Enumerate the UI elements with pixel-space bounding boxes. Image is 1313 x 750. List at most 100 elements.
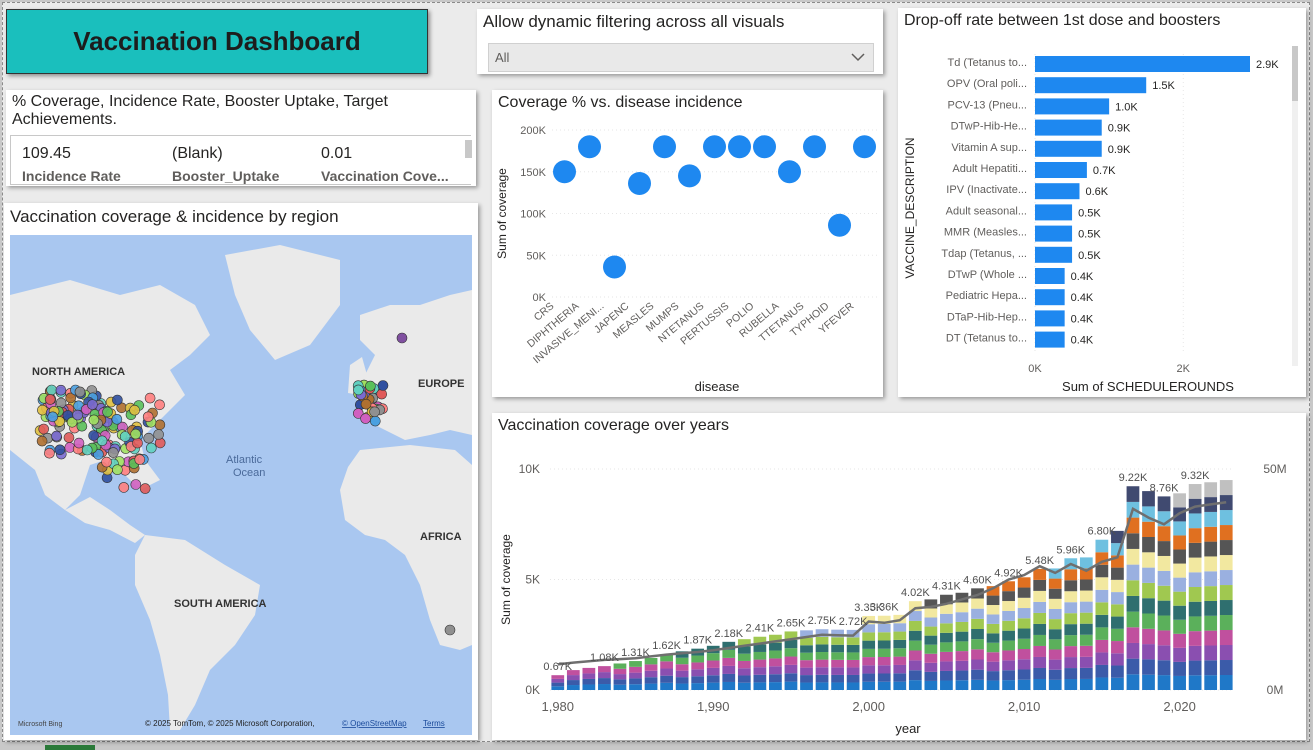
years-bar-segment[interactable] (1033, 645, 1047, 657)
years-bar-segment[interactable] (1095, 577, 1109, 590)
years-bar-segment[interactable] (1111, 567, 1124, 580)
years-bar-segment[interactable] (971, 639, 984, 650)
years-bar-segment[interactable] (691, 683, 705, 690)
osm-link[interactable]: © OpenStreetMap (342, 719, 407, 728)
years-bar-segment[interactable] (1219, 540, 1233, 556)
years-bar-segment[interactable] (784, 648, 798, 657)
map-point[interactable] (88, 414, 100, 426)
bars-bar[interactable] (1035, 162, 1087, 178)
years-bar-segment[interactable] (1219, 570, 1233, 586)
region-map[interactable]: NORTH AMERICA EUROPE Atlantic Ocean AFRIC… (10, 235, 472, 735)
years-bar-segment[interactable] (1017, 669, 1031, 680)
years-bar-segment[interactable] (784, 656, 798, 665)
years-bar-segment[interactable] (940, 604, 953, 614)
years-bar-segment[interactable] (846, 667, 860, 675)
bars-bar[interactable] (1035, 183, 1080, 200)
years-bar-segment[interactable] (613, 663, 627, 669)
years-bar-segment[interactable] (986, 661, 1000, 672)
years-bar-segment[interactable] (971, 618, 984, 630)
years-bar-segment[interactable] (1204, 600, 1218, 616)
years-bar-segment[interactable] (1157, 541, 1171, 556)
years-bar-segment[interactable] (1111, 604, 1124, 617)
years-bar-segment[interactable] (1111, 653, 1124, 666)
years-bar-segment[interactable] (1064, 646, 1078, 658)
years-bar-segment[interactable] (1111, 628, 1124, 642)
years-bar-segment[interactable] (1173, 647, 1186, 662)
map-point[interactable] (102, 406, 113, 418)
years-bar-segment[interactable] (1142, 491, 1155, 507)
years-bar-segment[interactable] (940, 642, 953, 652)
years-bar-segment[interactable] (800, 667, 813, 676)
years-bar-segment[interactable] (1188, 557, 1202, 573)
years-bar-segment[interactable] (1033, 678, 1047, 690)
map-point[interactable] (369, 415, 381, 427)
years-bar-segment[interactable] (722, 641, 736, 650)
years-bar-segment[interactable] (1095, 627, 1109, 640)
years-bar-segment[interactable] (1017, 638, 1031, 650)
years-bar-segment[interactable] (1173, 633, 1186, 648)
map-point[interactable] (101, 456, 112, 468)
scatter-point[interactable] (628, 171, 651, 195)
scatter-point[interactable] (603, 255, 626, 279)
years-bar-segment[interactable] (1048, 669, 1062, 680)
years-bar-segment[interactable] (1033, 590, 1047, 602)
years-bar-segment[interactable] (877, 615, 891, 624)
years-bar-segment[interactable] (613, 679, 627, 685)
years-bar-segment[interactable] (1095, 589, 1109, 603)
years-bar-segment[interactable] (846, 644, 860, 653)
years-bar-segment[interactable] (1064, 580, 1078, 592)
years-bar-segment[interactable] (955, 670, 969, 681)
years-bar-segment[interactable] (737, 653, 751, 661)
years-bar-segment[interactable] (924, 635, 938, 645)
years-bar-segment[interactable] (1204, 541, 1218, 557)
years-bar-segment[interactable] (644, 664, 658, 671)
years-bar-segment[interactable] (1002, 591, 1015, 602)
years-bar-segment[interactable] (1142, 582, 1155, 599)
years-bar-segment[interactable] (1079, 623, 1093, 635)
years-bar-segment[interactable] (846, 629, 860, 638)
years-bar-segment[interactable] (1048, 659, 1062, 670)
years-bar-segment[interactable] (769, 642, 782, 651)
years-bar-segment[interactable] (1142, 613, 1155, 629)
years-bar-segment[interactable] (737, 668, 751, 676)
years-bar-segment[interactable] (955, 612, 969, 622)
years-bar-segment[interactable] (831, 674, 844, 683)
years-bar-segment[interactable] (753, 674, 767, 683)
scatter-point[interactable] (653, 135, 676, 159)
years-bar-segment[interactable] (1188, 528, 1202, 543)
scatter-point[interactable] (828, 213, 851, 237)
years-bar-segment[interactable] (1142, 659, 1155, 675)
years-bar-segment[interactable] (971, 679, 984, 690)
years-bar-segment[interactable] (1033, 667, 1047, 679)
years-bar-segment[interactable] (986, 680, 1000, 690)
years-bar-segment[interactable] (1095, 677, 1109, 690)
years-bar-segment[interactable] (924, 644, 938, 654)
years-bar-segment[interactable] (753, 659, 767, 668)
years-bar-segment[interactable] (1173, 619, 1186, 634)
years-bar-segment[interactable] (862, 632, 876, 641)
years-bar-segment[interactable] (769, 634, 782, 643)
years-bar-segment[interactable] (598, 678, 611, 685)
years-bar-segment[interactable] (1064, 657, 1078, 669)
years-bar-segment[interactable] (940, 680, 953, 690)
years-bar-segment[interactable] (1204, 645, 1218, 661)
years-bar-segment[interactable] (1002, 601, 1015, 611)
map-point[interactable] (118, 482, 130, 493)
map-point[interactable] (46, 384, 57, 396)
years-bar-segment[interactable] (1017, 628, 1031, 639)
years-bar-segment[interactable] (1219, 600, 1233, 616)
years-bar-segment[interactable] (660, 668, 673, 676)
years-bar-segment[interactable] (1111, 592, 1124, 605)
years-bar-segment[interactable] (1173, 535, 1186, 550)
years-bar-segment[interactable] (815, 659, 829, 668)
years-bar-segment[interactable] (862, 681, 876, 690)
years-bar-segment[interactable] (1033, 601, 1047, 613)
years-bar-segment[interactable] (1157, 630, 1171, 646)
years-bar-segment[interactable] (1033, 612, 1047, 624)
years-bar-segment[interactable] (877, 640, 891, 649)
years-bar-segment[interactable] (831, 659, 844, 668)
scatter-point[interactable] (778, 160, 801, 184)
years-bar-segment[interactable] (1048, 619, 1062, 630)
years-bar-segment[interactable] (753, 667, 767, 675)
years-bar-segment[interactable] (1064, 635, 1078, 647)
